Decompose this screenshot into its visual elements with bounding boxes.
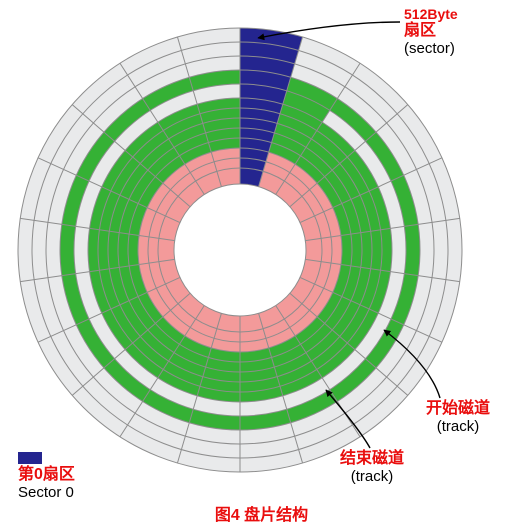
figure-caption: 图4 盘片结构: [0, 501, 523, 525]
sector0-swatch: [18, 452, 42, 464]
sector-label-en: (sector): [404, 40, 458, 57]
start-track-label-cn: 开始磁道: [426, 400, 490, 418]
sector0-label-en: Sector 0: [18, 484, 75, 501]
sector-size-label: 512Byte: [404, 6, 458, 22]
sector-label-cn: 扇区: [404, 22, 458, 40]
end-track-label-cn: 结束磁道: [340, 450, 404, 468]
start-track-label-en: (track): [426, 418, 490, 435]
sector0-label-cn: 第0扇区: [18, 466, 75, 484]
disk-diagram: [0, 0, 523, 531]
end-track-label-en: (track): [340, 468, 404, 485]
